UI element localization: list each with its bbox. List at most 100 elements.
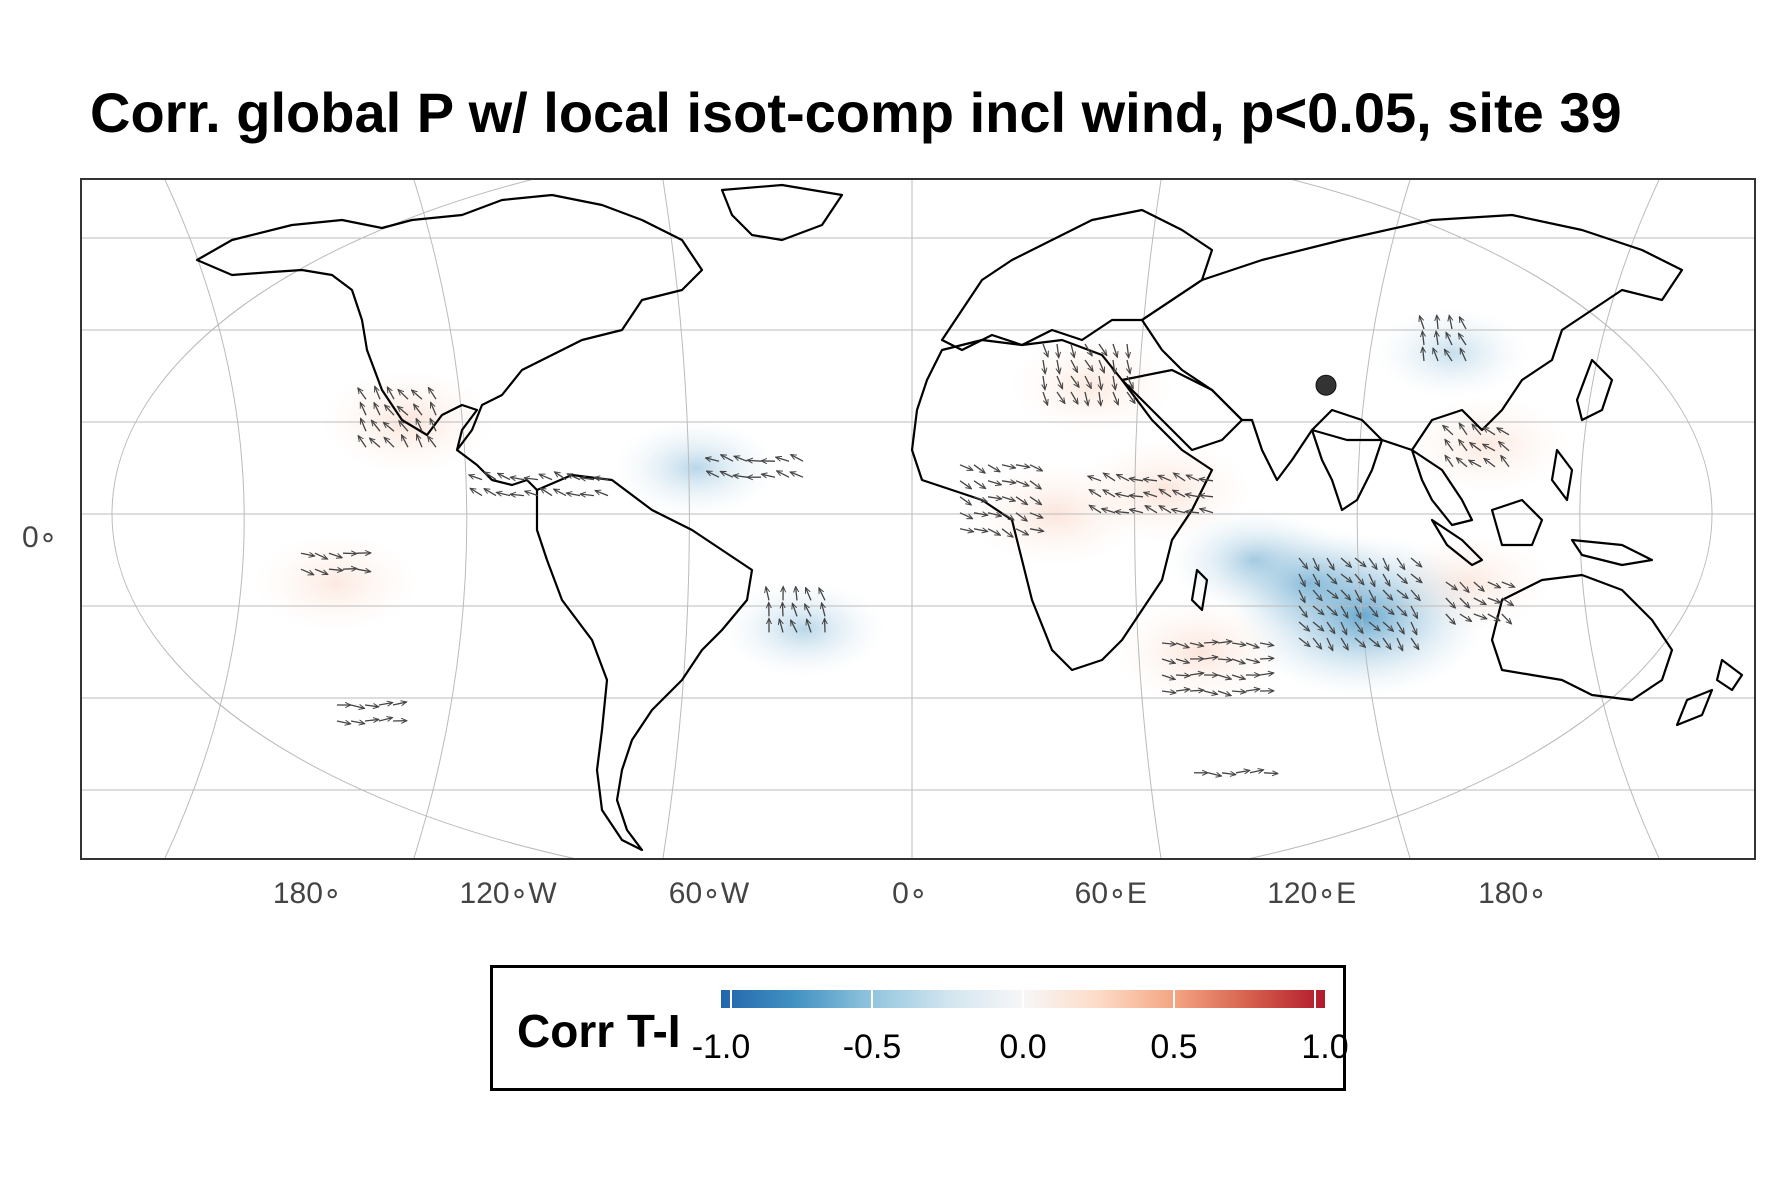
wind-arrow (364, 719, 379, 721)
lon-label: 120∘W (459, 877, 557, 910)
wind-arrow (796, 586, 797, 601)
wind-arrow (1029, 480, 1041, 489)
wind-arrow (1501, 613, 1512, 624)
wind-arrow (1001, 496, 1015, 501)
wind-arrow (1326, 605, 1337, 615)
wind-arrow (1071, 343, 1074, 358)
wind-arrow (776, 457, 790, 462)
wind-arrow (1483, 427, 1496, 436)
wind-arrow (1043, 359, 1045, 374)
wind-arrow (1185, 512, 1200, 513)
map-panel (80, 178, 1756, 860)
wind-arrow (1410, 621, 1418, 635)
wind-arrow (1498, 442, 1510, 452)
wind-arrow (1231, 674, 1245, 679)
positive-correlation-patch (254, 534, 418, 632)
wind-arrow (1368, 573, 1376, 587)
meridian-line (1579, 180, 1660, 858)
wind-arrow (1396, 589, 1408, 598)
wind-arrow (1175, 675, 1190, 676)
wind-arrow (1340, 557, 1351, 567)
wind-arrow (1340, 573, 1352, 583)
wind-arrow (1437, 315, 1438, 330)
wind-arrow (1249, 770, 1264, 773)
wind-arrow (1456, 458, 1468, 468)
wind-arrow (782, 602, 783, 617)
wind-arrow (1473, 613, 1487, 619)
meridian-line (662, 180, 690, 858)
wind-arrow (378, 718, 393, 721)
wind-arrow (789, 620, 798, 633)
wind-arrow (1056, 375, 1064, 389)
coast-greenland (720, 183, 844, 242)
wind-arrow (973, 513, 988, 515)
coast-south-america (535, 473, 754, 852)
wind-arrow (1368, 589, 1376, 602)
wind-arrow (415, 418, 423, 432)
wind-arrow (392, 702, 407, 705)
wind-arrow (720, 470, 734, 478)
wind-arrow (1473, 597, 1486, 606)
lon-label: 180∘ (272, 877, 342, 910)
wind-arrow (1175, 642, 1189, 648)
wind-arrow (358, 436, 367, 448)
wind-arrow (1312, 573, 1321, 586)
wind-arrow (470, 488, 483, 497)
wind-arrow (987, 497, 1002, 499)
wind-arrow (747, 460, 762, 461)
wind-arrow (1001, 465, 1016, 468)
wind-arrow (987, 513, 1002, 516)
wind-arrow (1298, 573, 1306, 587)
wind-arrow (1015, 465, 1030, 467)
wind-arrow (1015, 496, 1028, 505)
wind-arrow (1207, 773, 1222, 776)
wind-arrow (1312, 557, 1320, 571)
wind-arrow (1089, 489, 1102, 498)
wind-arrow (1459, 317, 1467, 330)
coast-borneo (1490, 498, 1544, 547)
coast-asia (1140, 213, 1684, 482)
wind-arrow (342, 569, 357, 570)
wind-arrow (1459, 613, 1472, 621)
wind-arrow (1015, 512, 1027, 521)
chart-title: Corr. global P w/ local isot-comp incl w… (90, 81, 1622, 144)
wind-arrow (1112, 343, 1117, 357)
wind-arrow (804, 604, 812, 617)
wind-arrow (524, 478, 539, 480)
wind-arrow (1382, 637, 1391, 649)
wind-arrow (1259, 673, 1274, 675)
colorbar-tick (730, 990, 732, 1008)
wind-arrow (959, 496, 971, 505)
wind-arrow (804, 588, 812, 601)
wind-arrow (1001, 481, 1016, 483)
wind-arrow (1127, 359, 1130, 374)
wind-arrow (1298, 557, 1308, 569)
wind-arrow (1312, 637, 1322, 649)
wind-arrow (1368, 621, 1380, 631)
wind-arrow (1173, 489, 1186, 498)
wind-arrow (314, 568, 328, 574)
wind-arrow (431, 402, 437, 416)
wind-arrow (1382, 557, 1390, 571)
world-map (82, 180, 1754, 858)
wind-arrow (1473, 581, 1484, 591)
graticule (82, 180, 1754, 858)
wind-arrow (973, 496, 987, 502)
wind-arrow (1217, 690, 1231, 696)
wind-arrow (1410, 557, 1422, 567)
wind-arrow (1186, 474, 1200, 482)
wind-arrow (1501, 581, 1515, 587)
wind-arrow (1145, 506, 1158, 514)
wind-arrow (1382, 573, 1390, 586)
wind-arrow (1459, 440, 1468, 452)
wind-arrow (314, 552, 328, 560)
wind-arrow (1449, 315, 1452, 330)
wind-arrow (1161, 643, 1176, 644)
wind-arrow (1203, 642, 1218, 643)
wind-arrow (1084, 375, 1092, 389)
wind-arrow (1042, 391, 1048, 405)
wind-arrow (1368, 637, 1380, 647)
wind-arrow (734, 456, 748, 462)
wind-arrow (1326, 557, 1334, 570)
wind-arrow (1057, 343, 1059, 358)
